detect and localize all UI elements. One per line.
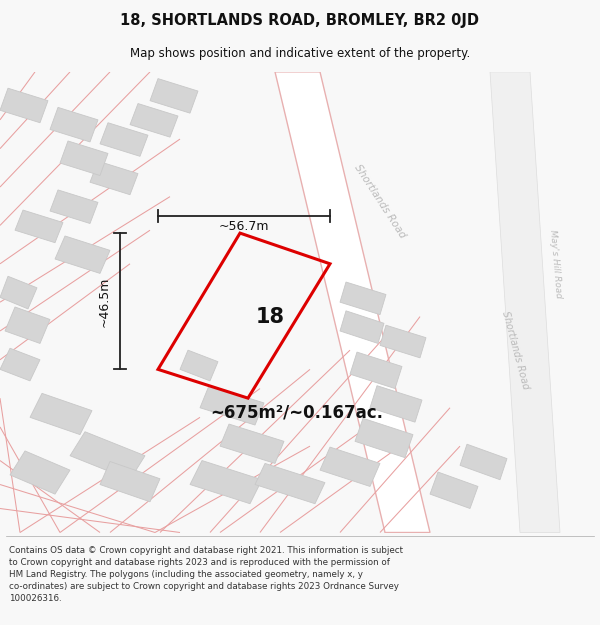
Polygon shape [30,393,92,434]
Polygon shape [430,472,478,509]
Polygon shape [55,236,110,273]
Polygon shape [190,461,262,504]
Polygon shape [380,325,426,358]
Polygon shape [50,107,98,142]
Polygon shape [460,444,507,480]
Text: ~675m²/~0.167ac.: ~675m²/~0.167ac. [210,404,383,421]
Polygon shape [200,386,264,425]
Polygon shape [490,72,560,532]
Polygon shape [0,276,37,309]
Text: Map shows position and indicative extent of the property.: Map shows position and indicative extent… [130,48,470,61]
Polygon shape [255,463,325,504]
Polygon shape [10,451,70,494]
Polygon shape [15,210,63,242]
Polygon shape [100,122,148,156]
Polygon shape [90,161,138,195]
Text: Shortlands Road: Shortlands Road [500,310,530,391]
Text: ~46.5m: ~46.5m [97,277,110,328]
Polygon shape [320,447,380,486]
Polygon shape [50,190,98,224]
Text: 18, SHORTLANDS ROAD, BROMLEY, BR2 0JD: 18, SHORTLANDS ROAD, BROMLEY, BR2 0JD [121,12,479,28]
Polygon shape [340,311,384,344]
Polygon shape [275,72,430,532]
Polygon shape [340,282,386,314]
Text: Shortlands Road: Shortlands Road [352,162,407,240]
Polygon shape [0,88,48,122]
Polygon shape [100,461,160,502]
Polygon shape [150,79,198,113]
Polygon shape [60,141,108,176]
Polygon shape [70,432,145,480]
Polygon shape [350,352,402,389]
Polygon shape [220,424,284,463]
Polygon shape [5,307,50,344]
Text: ~56.7m: ~56.7m [219,219,269,232]
Text: Contains OS data © Crown copyright and database right 2021. This information is : Contains OS data © Crown copyright and d… [9,546,403,602]
Polygon shape [0,348,40,381]
Polygon shape [130,104,178,137]
Text: May's Hill Road: May's Hill Road [548,229,562,299]
Polygon shape [370,386,422,422]
Polygon shape [355,418,413,457]
Polygon shape [180,350,218,381]
Text: 18: 18 [256,307,284,327]
